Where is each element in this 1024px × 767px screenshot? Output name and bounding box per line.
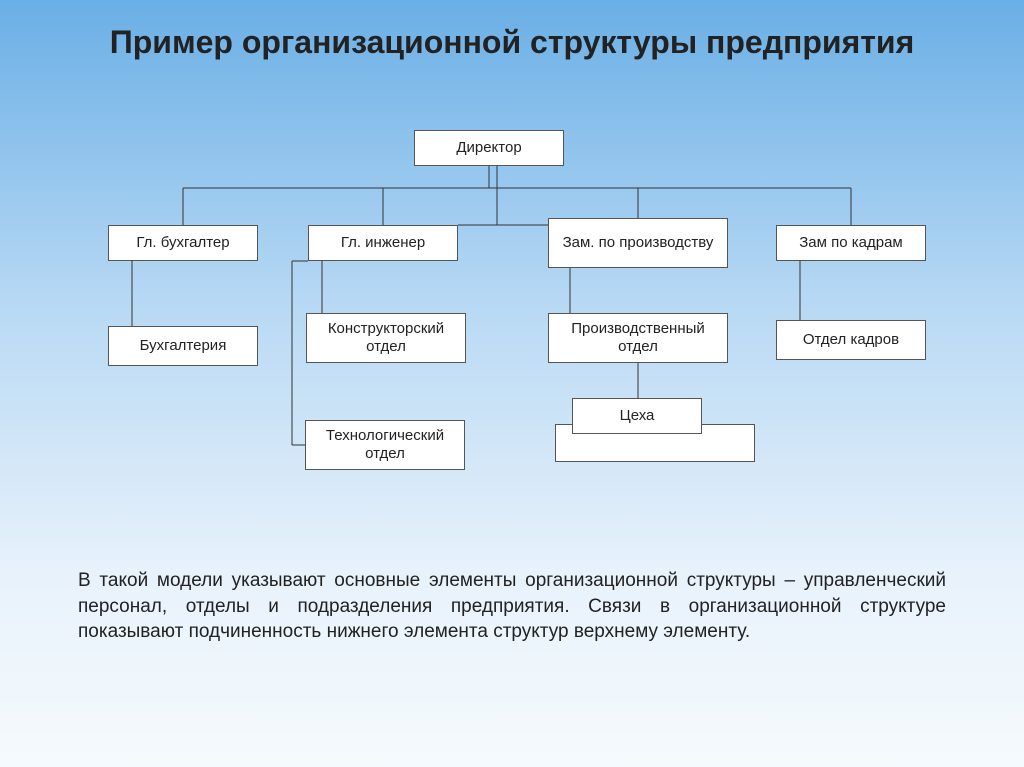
connector-lines: [0, 0, 1024, 560]
node-tech_dept: Технологический отдел: [305, 420, 465, 470]
node-accounting: Бухгалтерия: [108, 326, 258, 366]
node-director: Директор: [414, 130, 564, 166]
node-hr_deputy: Зам по кадрам: [776, 225, 926, 261]
node-design_dept: Конструкторский отдел: [306, 313, 466, 363]
node-accountant: Гл. бухгалтер: [108, 225, 258, 261]
description-text: В такой модели указывают основные элемен…: [78, 568, 946, 645]
node-workshops: Цеха: [572, 398, 702, 434]
node-prod_deputy: Зам. по производству: [548, 218, 728, 268]
node-prod_dept: Производственный отдел: [548, 313, 728, 363]
node-hr_dept: Отдел кадров: [776, 320, 926, 360]
slide: Пример организационной структуры предпри…: [0, 0, 1024, 767]
org-chart: Директор Гл. бухгалтер Гл. инженер Зам. по …: [0, 0, 1024, 560]
node-engineer: Гл. инженер: [308, 225, 458, 261]
